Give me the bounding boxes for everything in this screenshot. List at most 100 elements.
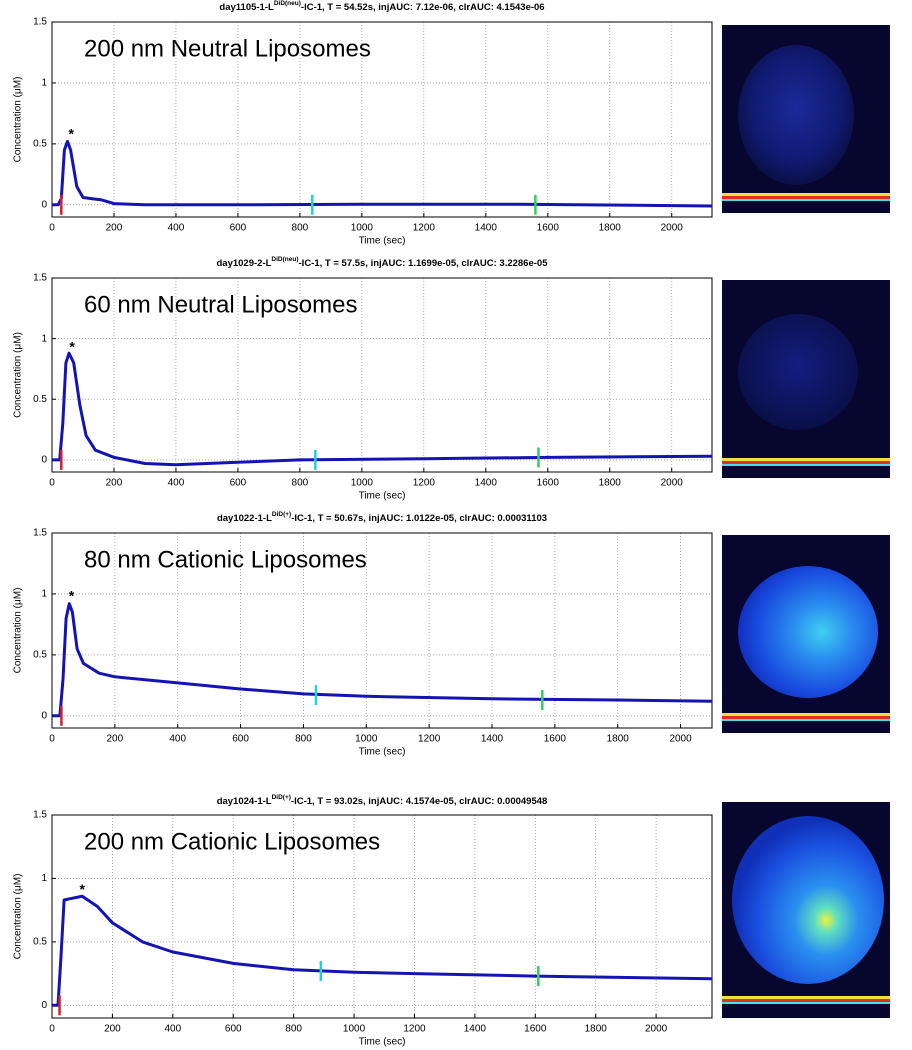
x-tick-label: 1800 [607, 734, 630, 745]
x-tick-label: 1400 [464, 1024, 487, 1035]
x-tick-label: 200 [104, 1024, 121, 1035]
x-tick-label: 800 [285, 1024, 302, 1035]
brain-image-4 [722, 802, 890, 1018]
x-tick-label: 2000 [661, 478, 684, 489]
y-tick-label: 0 [41, 455, 47, 466]
title-part: -IC-1, T = 57.5s, injAUC: 1.1699e-05, cl… [299, 258, 549, 269]
x-tick-label: 1200 [403, 1024, 426, 1035]
brain-image-3 [722, 535, 890, 733]
y-tick-label: 0.5 [33, 139, 47, 150]
y-tick-label: 1.5 [33, 528, 47, 539]
y-tick-label: 1.5 [33, 17, 47, 28]
x-tick-label: 1000 [351, 223, 374, 234]
x-tick-label: 200 [106, 478, 123, 489]
x-tick-label: 600 [230, 223, 247, 234]
y-axis-label: Concentration (μM) [13, 874, 24, 960]
title-part: -IC-1, T = 50.67s, injAUC: 1.0122e-05, c… [291, 513, 547, 524]
chart-title: day1029-2-LDiD(neu)-IC-1, T = 57.5s, inj… [217, 256, 549, 269]
y-tick-label: 1.5 [33, 273, 47, 284]
x-tick-label: 800 [292, 478, 309, 489]
y-tick-label: 1.5 [33, 810, 47, 821]
inset-label: 60 nm Neutral Liposomes [84, 291, 357, 318]
x-tick-label: 1400 [481, 734, 504, 745]
data-line [52, 894, 713, 1007]
x-tick-label: 400 [169, 734, 186, 745]
title-part: day1024-1-L [217, 796, 272, 807]
x-tick-label: 400 [168, 223, 185, 234]
y-axis-label: Concentration (μM) [13, 77, 24, 163]
chart-title: day1022-1-LDiD(+)-IC-1, T = 50.67s, injA… [217, 511, 547, 524]
x-axis-label: Time (sec) [359, 491, 406, 502]
chart: 0 200 400 600 800 1000 1200 1400 1600 1800 2000 0 0.… [13, 256, 713, 502]
title-part: day1022-1-L [217, 513, 272, 524]
data-line [52, 139, 713, 208]
x-tick-label: 1200 [418, 734, 441, 745]
x-tick-label: 2000 [645, 1024, 668, 1035]
x-tick-label: 1800 [585, 1024, 608, 1035]
plot-border [51, 532, 713, 729]
title-part: DiD(neu) [271, 256, 298, 263]
x-tick-label: 1600 [544, 734, 567, 745]
chart-title: day1105-1-LDiD(neu)-IC-1, T = 54.52s, in… [219, 0, 544, 13]
y-tick-label: 1 [41, 873, 47, 884]
x-tick-label: 1200 [413, 478, 436, 489]
x-tick-label: 1400 [475, 223, 498, 234]
x-tick-label: 0 [49, 478, 55, 489]
peak-marker: * [79, 881, 85, 897]
x-tick-label: 600 [225, 1024, 242, 1035]
title-part: -IC-1, T = 93.02s, injAUC: 4.1574e-05, c… [291, 796, 547, 807]
y-tick-label: 1 [41, 333, 47, 344]
x-tick-label: 400 [164, 1024, 181, 1035]
inset-label: 200 nm Cationic Liposomes [84, 828, 380, 855]
x-tick-label: 2000 [669, 734, 692, 745]
chart: 0 200 400 600 800 1000 1200 1400 1600 1800 2000 0 0.… [13, 794, 713, 1048]
plot-border [51, 277, 713, 473]
x-tick-label: 1600 [537, 223, 560, 234]
data-line [52, 602, 713, 718]
title-part: day1029-2-L [217, 258, 272, 269]
y-tick-label: 0.5 [33, 937, 47, 948]
data-line [52, 351, 713, 467]
x-tick-label: 1000 [355, 734, 378, 745]
x-tick-label: 800 [295, 734, 312, 745]
x-tick-label: 1600 [537, 478, 560, 489]
plot-area [52, 278, 712, 472]
title-part: DiD(+) [272, 794, 291, 801]
x-tick-label: 1600 [524, 1024, 547, 1035]
x-axis-label: Time (sec) [359, 747, 406, 758]
chart-title: day1024-1-LDiD(+)-IC-1, T = 93.02s, injA… [217, 794, 548, 807]
y-tick-label: 1 [41, 78, 47, 89]
chart: 0 200 400 600 800 1000 1200 1400 1600 1800 2000 0 0.… [13, 511, 713, 758]
y-tick-label: 0 [41, 199, 47, 210]
x-axis-label: Time (sec) [359, 1037, 406, 1048]
y-tick-label: 0 [41, 1000, 47, 1011]
x-tick-label: 600 [232, 734, 249, 745]
x-tick-label: 1000 [351, 478, 374, 489]
title-part: day1105-1-L [219, 2, 274, 13]
y-axis-label: Concentration (μM) [13, 588, 24, 674]
peak-marker: * [69, 588, 75, 604]
inset-label: 80 nm Cationic Liposomes [84, 546, 367, 573]
plot-border [51, 814, 713, 1019]
brain-image-2 [722, 280, 890, 478]
x-tick-label: 800 [292, 223, 309, 234]
peak-marker: * [68, 125, 74, 141]
y-tick-label: 0 [41, 710, 47, 721]
x-tick-label: 0 [49, 734, 55, 745]
chart: 0 200 400 600 800 1000 1200 1400 1600 1800 2000 0 0.… [13, 0, 713, 247]
x-tick-label: 400 [168, 478, 185, 489]
x-tick-label: 1800 [599, 478, 622, 489]
x-tick-label: 2000 [661, 223, 684, 234]
x-tick-label: 0 [49, 223, 55, 234]
y-tick-label: 0.5 [33, 394, 47, 405]
title-part: DiD(+) [272, 511, 291, 518]
plot-border [51, 21, 713, 218]
peak-marker: * [69, 338, 75, 354]
x-tick-label: 0 [49, 1024, 55, 1035]
x-tick-label: 200 [107, 734, 124, 745]
x-tick-label: 200 [106, 223, 123, 234]
y-tick-label: 0.5 [33, 650, 47, 661]
title-part: DiD(neu) [274, 0, 301, 7]
x-tick-label: 600 [230, 478, 247, 489]
